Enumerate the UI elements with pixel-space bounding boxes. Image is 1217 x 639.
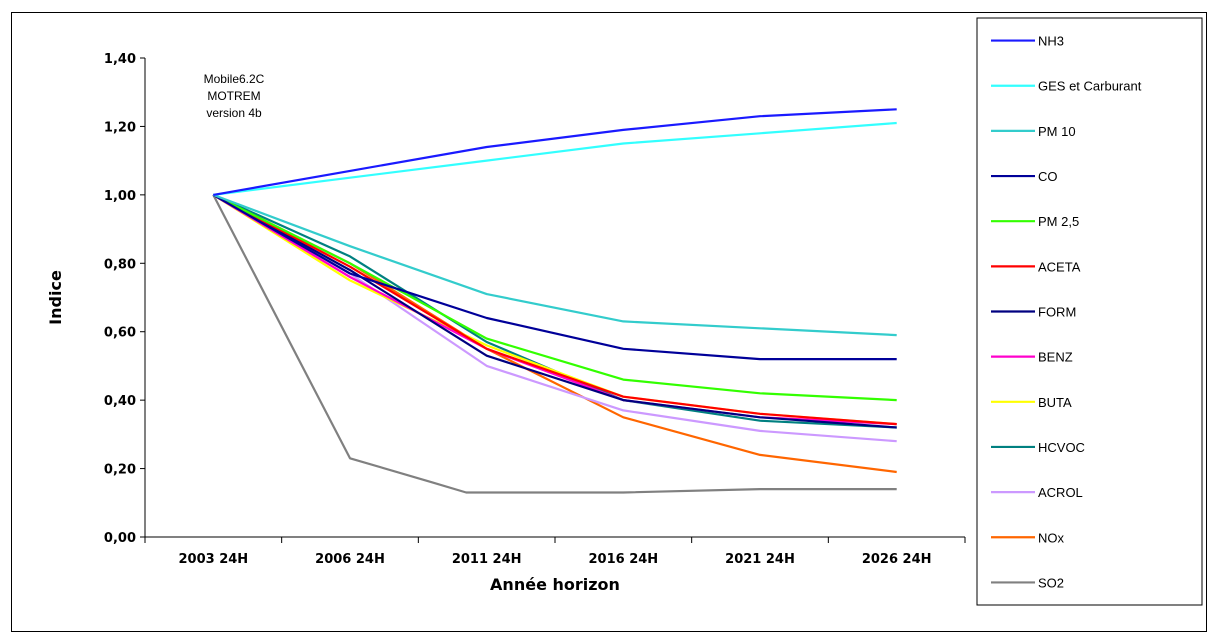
series-line-benz [212,193,897,426]
legend-label: BUTA [1038,395,1072,410]
series-layer [212,108,897,494]
legend-label: PM 10 [1038,124,1076,139]
series-line-form [212,193,897,429]
legend-label: PM 2,5 [1038,214,1079,229]
y-tick-label: 0,80 [104,257,136,272]
y-tick-label: 0,60 [104,326,136,341]
y-axis-title: Indice [46,270,65,325]
x-tick-label: 2006 24H [315,552,385,567]
legend-label: GES et Carburant [1038,79,1142,94]
y-tick-label: 0,20 [104,463,136,478]
annotation-line: MOTREM [207,89,260,103]
legend-label: HCVOC [1038,440,1085,455]
y-tick-label: 1,00 [104,189,136,204]
series-line-pm-2-5 [212,193,897,402]
series-line-aceta [212,193,897,426]
series-line-pm-10 [212,193,897,337]
series-line-buta [212,193,897,426]
series-line-ges-et-carburant [213,121,897,196]
legend-label: ACROL [1038,485,1083,500]
annotation-line: version 4b [206,106,262,120]
chart-frame: 0,00 0,20 0,40 0,60 0,80 1,00 1,20 1,40 2003 24H… [11,12,1207,632]
x-tick-label: 2016 24H [588,552,658,567]
legend-label: NH3 [1038,34,1064,49]
chart-annotation: Mobile6.2C MOTREM version 4b [204,72,265,120]
legend-label: BENZ [1038,350,1073,365]
legend: NH3 GES et Carburant PM 10 CO PM 2,5 ACETA FOR… [976,17,1203,606]
y-tick-label: 1,40 [104,52,136,67]
y-tick-label: 0,00 [104,531,136,546]
series-line-nh3 [213,108,897,196]
x-tick-label: 2003 24H [178,552,248,567]
x-tick-label: 2021 24H [725,552,795,567]
series-line-acrol [212,193,897,443]
line-chart: 0,00 0,20 0,40 0,60 0,80 1,00 1,20 1,40 2003 24H… [46,17,1203,606]
axes: 0,00 0,20 0,40 0,60 0,80 1,00 1,20 1,40 2003 24H… [46,52,966,594]
x-tick-label: 2026 24H [862,552,932,567]
y-tick-label: 0,40 [104,394,136,409]
annotation-line: Mobile6.2C [204,72,265,86]
series-line-so2 [212,194,897,494]
legend-label: NOx [1038,530,1065,545]
x-tick-label: 2011 24H [452,552,522,567]
legend-label: FORM [1038,305,1076,320]
x-axis-title: Année horizon [490,575,620,594]
series-line-co [212,193,897,361]
legend-label: SO2 [1038,575,1064,590]
y-tick-label: 1,20 [104,120,136,135]
legend-label: CO [1038,169,1058,184]
legend-label: ACETA [1038,259,1081,274]
